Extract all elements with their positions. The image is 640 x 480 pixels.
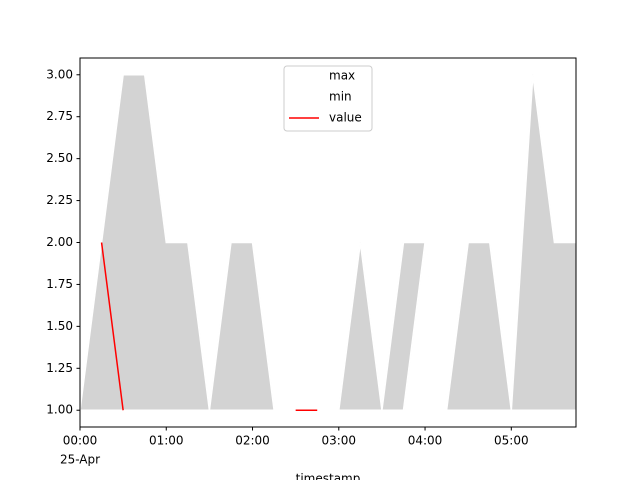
legend-label: value — [329, 111, 362, 125]
x-axis-label: timestamp — [296, 472, 361, 480]
legend: max min value — [283, 65, 373, 132]
y-tick-label: 1.50 — [46, 319, 73, 333]
legend-box — [283, 65, 373, 132]
x-tick-label: 01:00 — [149, 434, 184, 448]
legend-label: min — [329, 90, 352, 104]
x-tick-label: 03:00 — [321, 434, 356, 448]
y-tick-label: 2.75 — [46, 109, 73, 123]
y-tick-label: 1.00 — [46, 403, 73, 417]
y-tick-label: 1.75 — [46, 277, 73, 291]
y-tick-label: 2.25 — [46, 193, 73, 207]
y-tick-label: 2.50 — [46, 151, 73, 165]
line-2 — [100, 242, 318, 411]
legend-label: max — [329, 69, 355, 83]
x-tick-label: 00:00 — [63, 434, 98, 448]
y-tick-label: 1.25 — [46, 361, 73, 375]
x-tick-label: 05:00 — [494, 434, 529, 448]
x-tick-label: 02:00 — [235, 434, 270, 448]
y-tick-label: 2.00 — [46, 235, 73, 249]
line-1 — [80, 242, 576, 411]
x-date-label: 25-Apr — [60, 453, 100, 467]
x-tick-label: 04:00 — [408, 434, 443, 448]
y-tick-label: 3.00 — [46, 67, 73, 81]
